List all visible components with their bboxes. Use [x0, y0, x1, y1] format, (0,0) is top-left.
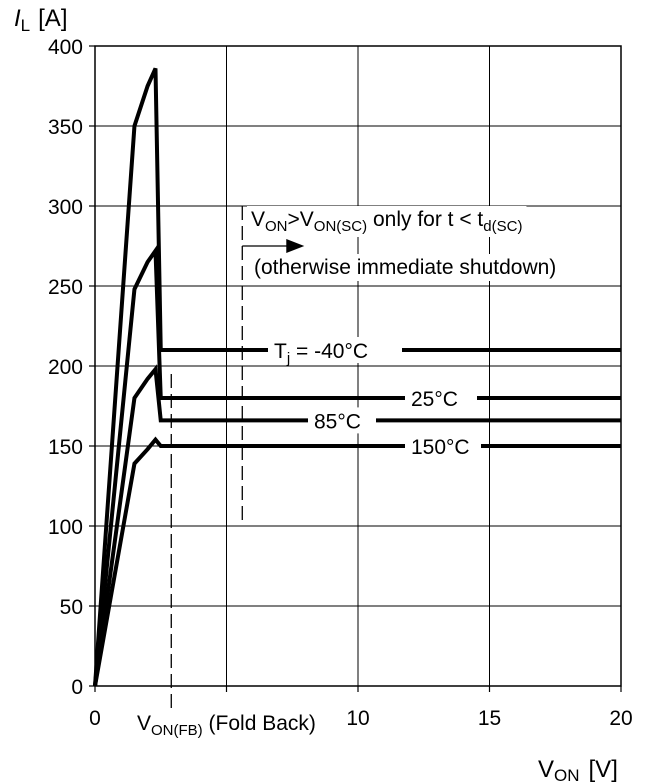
series-label-part: 25°C: [411, 388, 458, 411]
series-line-0: [93, 67, 621, 687]
y-tick-label: 100: [48, 516, 83, 539]
y-tick-label: 250: [48, 276, 83, 299]
ann-gt: >V: [288, 208, 314, 231]
shutdown-arrow-head: [286, 239, 305, 253]
grid-lines: [94, 45, 622, 687]
ann-v1: V: [251, 208, 265, 231]
ann-on1: ON: [265, 218, 288, 235]
series-label-0: Tj = -40°C: [274, 340, 368, 367]
foldback-label-sub: ON(FB): [151, 722, 203, 739]
y-tick-label: 300: [48, 196, 83, 219]
x-tick-label: 15: [478, 707, 501, 730]
series-label-part: = -40°C: [290, 340, 368, 363]
shutdown-annotation-line2: (otherwise immediate shutdown): [254, 256, 556, 279]
y-tick-label: 400: [48, 36, 83, 59]
ann-only: only for t < t: [367, 208, 483, 231]
series-label-3: 150°C: [411, 436, 470, 459]
x-tick-label: 20: [609, 707, 632, 730]
y-axis-label-sub: L: [21, 16, 30, 35]
annotation-bg-1: [250, 254, 561, 281]
label-backgrounds: Tj = -40°C 25°C 85°C 150°C: [134, 206, 561, 740]
y-axis-label-unit: [A]: [38, 5, 67, 32]
series-line-2: [93, 364, 621, 687]
series-label-sub: j: [286, 350, 290, 367]
series-label-bg-3: [405, 433, 481, 459]
x-tick-label: 10: [346, 707, 369, 730]
series-label-2: 85°C: [314, 410, 361, 433]
y-tick-label: 350: [48, 116, 83, 139]
series-group: [93, 67, 621, 687]
y-tick-label: 150: [48, 436, 83, 459]
y-tick-label: 200: [48, 356, 83, 379]
annotation-bg-0: [247, 206, 527, 237]
ann-onsc: ON(SC): [314, 218, 367, 235]
foldback-label-rest: (Fold Back): [203, 712, 316, 735]
series-label-part: T: [274, 340, 287, 363]
x-axis-label-unit: [V]: [589, 756, 618, 782]
series-label-bg-0: [268, 337, 402, 363]
y-tick-label: 50: [60, 596, 83, 619]
shutdown-annotation-line1: VON>VON(SC) only for t < td(SC): [251, 208, 522, 235]
series-label-part: 150°C: [411, 436, 470, 459]
series-line-1: [93, 244, 621, 687]
foldback-label-main: V: [137, 712, 151, 735]
foldback-label-bg: [134, 711, 319, 740]
series-line-3: [93, 436, 621, 687]
x-axis-label-sub: ON: [554, 766, 580, 782]
series-label-part: 85°C: [314, 410, 361, 433]
ann-tdsc: d(SC): [483, 218, 522, 235]
y-tick-label: 0: [71, 676, 83, 699]
series-label-1: 25°C: [411, 388, 458, 411]
series-label-bg-2: [308, 407, 376, 434]
y-axis-label: IL [A]: [14, 5, 67, 35]
x-tick-label: 0: [89, 707, 101, 730]
foldback-label: VON(FB) (Fold Back): [137, 712, 316, 739]
series-label-bg-1: [405, 385, 477, 411]
x-axis-label-main: V: [538, 756, 554, 782]
x-axis-label: VON [V]: [538, 756, 618, 782]
y-axis-label-main: I: [14, 5, 21, 32]
